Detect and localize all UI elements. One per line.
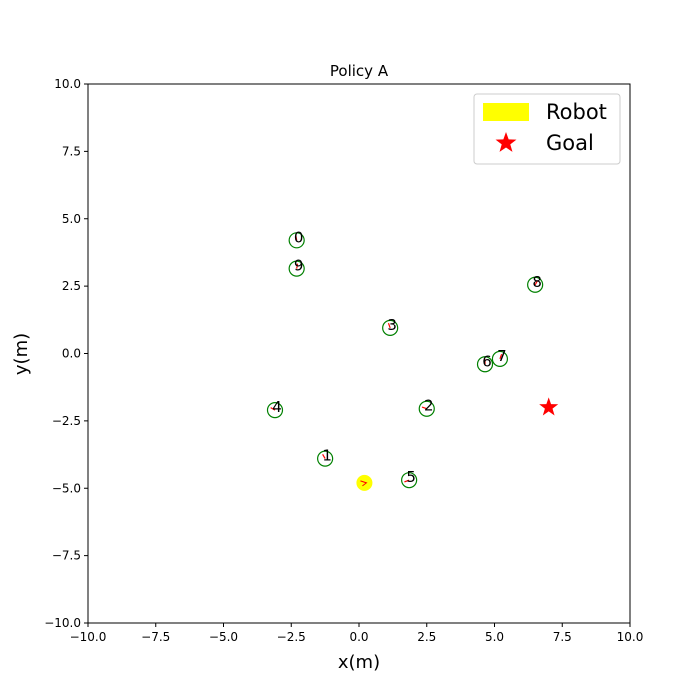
x-tick-label: −7.5 [141, 630, 170, 644]
agent-label: 7 [497, 347, 507, 365]
agent-heading-arrow [322, 453, 326, 459]
y-tick-label: 0.0 [62, 347, 81, 361]
x-tick-label: −2.5 [277, 630, 306, 644]
y-axis: −10.0 −7.5 −5.0 −2.5 0.0 2.5 5.0 7.5 10.0 [44, 77, 88, 630]
plot-area: 0 1 2 3 4 5 6 7 8 9 [266, 228, 559, 491]
agent-circle [527, 276, 544, 293]
agent-circle [382, 319, 399, 336]
x-tick-label: −5.0 [209, 630, 238, 644]
legend-robot-label: Robot [546, 100, 607, 124]
y-tick-label: 7.5 [62, 144, 81, 158]
agent-circle [491, 350, 509, 367]
agent-label: 1 [322, 447, 332, 465]
y-tick-label: −7.5 [52, 549, 81, 563]
x-tick-label: 5.0 [485, 630, 504, 644]
legend-robot-patch [483, 103, 529, 121]
agent-label: 5 [406, 468, 416, 486]
agent-circle [476, 356, 494, 373]
x-tick-label: 7.5 [553, 630, 572, 644]
agent-circle [317, 450, 334, 467]
agent-heading-arrow [421, 406, 427, 410]
agent-label: 4 [272, 398, 282, 416]
y-tick-label: −2.5 [52, 414, 81, 428]
robot-heading-arrow [360, 480, 368, 487]
y-tick-label: −5.0 [52, 481, 81, 495]
x-tick-label: 10.0 [617, 630, 644, 644]
agent-label: 6 [482, 352, 492, 370]
agent-circle [418, 400, 435, 417]
goal-marker [539, 397, 559, 416]
x-tick-label: 2.5 [417, 630, 436, 644]
legend: Robot Goal [473, 93, 621, 165]
y-tick-label: 10.0 [54, 77, 81, 91]
y-tick-label: −10.0 [44, 616, 81, 630]
agent-circle [288, 232, 305, 249]
agent-heading-arrow [270, 407, 276, 411]
x-tick-label: −10.0 [70, 630, 107, 644]
agent-label: 8 [532, 273, 542, 291]
agent-label: 0 [294, 228, 304, 246]
agent-heading-arrow [296, 263, 299, 269]
legend-goal-label: Goal [546, 131, 594, 155]
x-axis: −10.0 −7.5 −5.0 −2.5 0.0 2.5 5.0 7.5 10.0 [70, 623, 644, 644]
agent-heading-arrow [534, 280, 539, 286]
agent-heading-arrow [499, 353, 503, 360]
chart-title: Policy A [330, 62, 389, 80]
y-axis-title: y(m) [11, 333, 32, 375]
robot-marker [356, 474, 373, 491]
plot-frame [87, 83, 631, 624]
agent-heading-arrow [404, 479, 410, 483]
agent-circle [401, 472, 418, 489]
y-tick-label: 5.0 [62, 212, 81, 226]
agent-label: 9 [294, 257, 304, 275]
agent-label: 2 [424, 397, 434, 415]
agent-heading-arrow [387, 322, 391, 329]
x-axis-title: x(m) [338, 652, 380, 673]
agent-circle [266, 401, 284, 419]
agent-heading-arrow [295, 235, 298, 241]
y-tick-label: 2.5 [62, 279, 81, 293]
x-tick-label: 0.0 [349, 630, 368, 644]
agent-label: 3 [387, 316, 397, 334]
legend-goal-star [495, 132, 517, 152]
agent-circle [288, 260, 305, 277]
